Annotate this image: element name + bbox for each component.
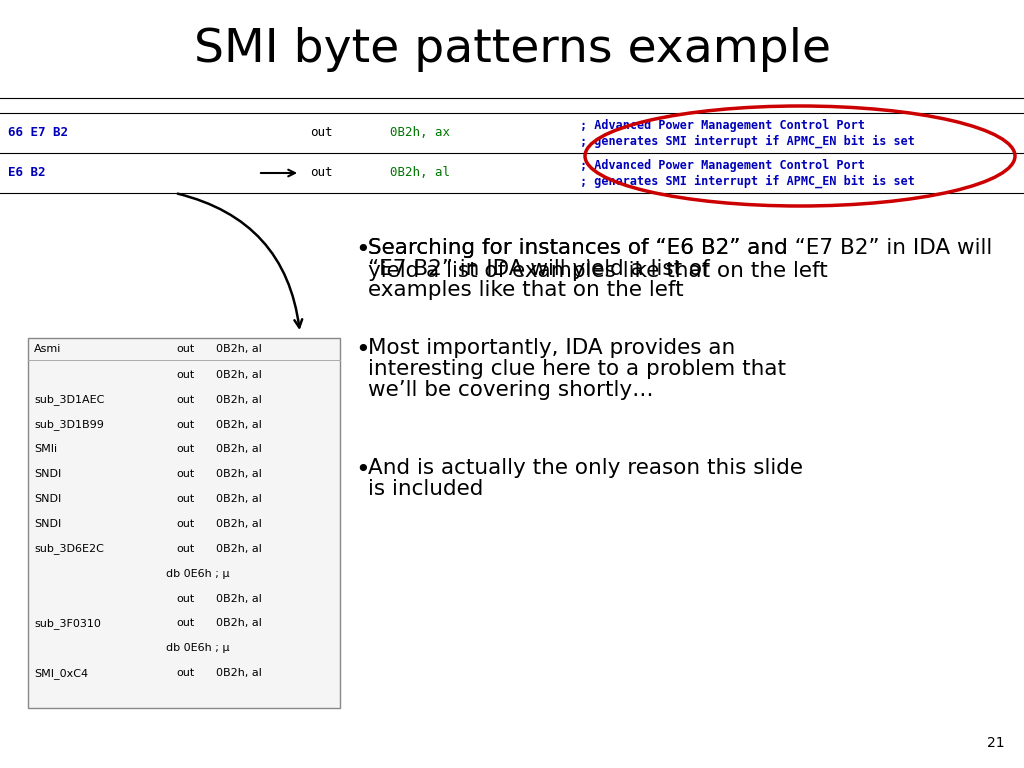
Text: SNDI: SNDI <box>34 469 61 479</box>
Text: •: • <box>355 458 370 482</box>
Text: SMIi: SMIi <box>34 445 57 455</box>
Text: Searching for instances of “E6 B2” and: Searching for instances of “E6 B2” and <box>368 238 787 258</box>
Text: out: out <box>176 544 195 554</box>
Text: SNDI: SNDI <box>34 519 61 529</box>
Text: out: out <box>176 469 195 479</box>
Text: 0B2h, al: 0B2h, al <box>216 618 262 628</box>
Text: 66 E7 B2: 66 E7 B2 <box>8 127 68 140</box>
Text: E6 B2: E6 B2 <box>8 167 45 180</box>
Text: out: out <box>176 618 195 628</box>
Text: Searching for instances of “E6 B2” and “E7 B2” in IDA will yield a list of examp: Searching for instances of “E6 B2” and “… <box>368 238 992 281</box>
Text: SNDI: SNDI <box>34 494 61 505</box>
Text: db 0E6h ; μ: db 0E6h ; μ <box>166 644 229 654</box>
Text: 0B2h, al: 0B2h, al <box>216 544 262 554</box>
Text: 0B2h, al: 0B2h, al <box>216 494 262 505</box>
Text: out: out <box>176 594 195 604</box>
Text: •: • <box>355 338 370 362</box>
Text: Most importantly, IDA provides an: Most importantly, IDA provides an <box>368 338 735 358</box>
Text: out: out <box>176 370 195 380</box>
Text: 0B2h, al: 0B2h, al <box>216 668 262 678</box>
Text: “E7 B2” in IDA will yield a list of: “E7 B2” in IDA will yield a list of <box>368 259 710 279</box>
Text: 0B2h, al: 0B2h, al <box>216 370 262 380</box>
FancyArrowPatch shape <box>261 170 295 177</box>
Text: ; Advanced Power Management Control Port: ; Advanced Power Management Control Port <box>580 158 865 171</box>
Text: sub_3F0310: sub_3F0310 <box>34 618 101 629</box>
Text: 0B2h, al: 0B2h, al <box>390 167 450 180</box>
Text: 0B2h, al: 0B2h, al <box>216 519 262 529</box>
Text: interesting clue here to a problem that: interesting clue here to a problem that <box>368 359 786 379</box>
Text: 0B2h, al: 0B2h, al <box>216 395 262 405</box>
Text: ; Advanced Power Management Control Port: ; Advanced Power Management Control Port <box>580 118 865 131</box>
Text: Asmi: Asmi <box>34 344 61 354</box>
Text: out: out <box>176 419 195 429</box>
Text: 0B2h, ax: 0B2h, ax <box>390 127 450 140</box>
FancyArrowPatch shape <box>178 194 302 327</box>
Text: examples like that on the left: examples like that on the left <box>368 280 684 300</box>
Text: db 0E6h ; μ: db 0E6h ; μ <box>166 569 229 579</box>
Text: 0B2h, al: 0B2h, al <box>216 469 262 479</box>
Text: ; generates SMI interrupt if APMC_EN bit is set: ; generates SMI interrupt if APMC_EN bit… <box>580 174 914 187</box>
Text: out: out <box>176 395 195 405</box>
Text: sub_3D1B99: sub_3D1B99 <box>34 419 103 430</box>
FancyBboxPatch shape <box>28 338 340 708</box>
Text: is included: is included <box>368 479 483 499</box>
Text: out: out <box>310 127 333 140</box>
Text: 0B2h, al: 0B2h, al <box>216 445 262 455</box>
Text: •: • <box>355 238 370 262</box>
Text: And is actually the only reason this slide: And is actually the only reason this sli… <box>368 458 803 478</box>
Text: sub_3D1AEC: sub_3D1AEC <box>34 394 104 406</box>
Text: out: out <box>176 344 195 354</box>
Text: out: out <box>310 167 333 180</box>
Text: SMI_0xC4: SMI_0xC4 <box>34 667 88 679</box>
Text: sub_3D6E2C: sub_3D6E2C <box>34 544 103 554</box>
Text: 0B2h, al: 0B2h, al <box>216 419 262 429</box>
Text: ; generates SMI interrupt if APMC_EN bit is set: ; generates SMI interrupt if APMC_EN bit… <box>580 134 914 147</box>
Text: we’ll be covering shortly…: we’ll be covering shortly… <box>368 380 653 400</box>
Text: out: out <box>176 494 195 505</box>
Text: 21: 21 <box>987 736 1005 750</box>
Text: out: out <box>176 445 195 455</box>
Text: out: out <box>176 519 195 529</box>
Text: 0B2h, al: 0B2h, al <box>216 594 262 604</box>
Text: out: out <box>176 668 195 678</box>
Text: SMI byte patterns example: SMI byte patterns example <box>194 28 830 72</box>
Text: 0B2h, al: 0B2h, al <box>216 344 262 354</box>
